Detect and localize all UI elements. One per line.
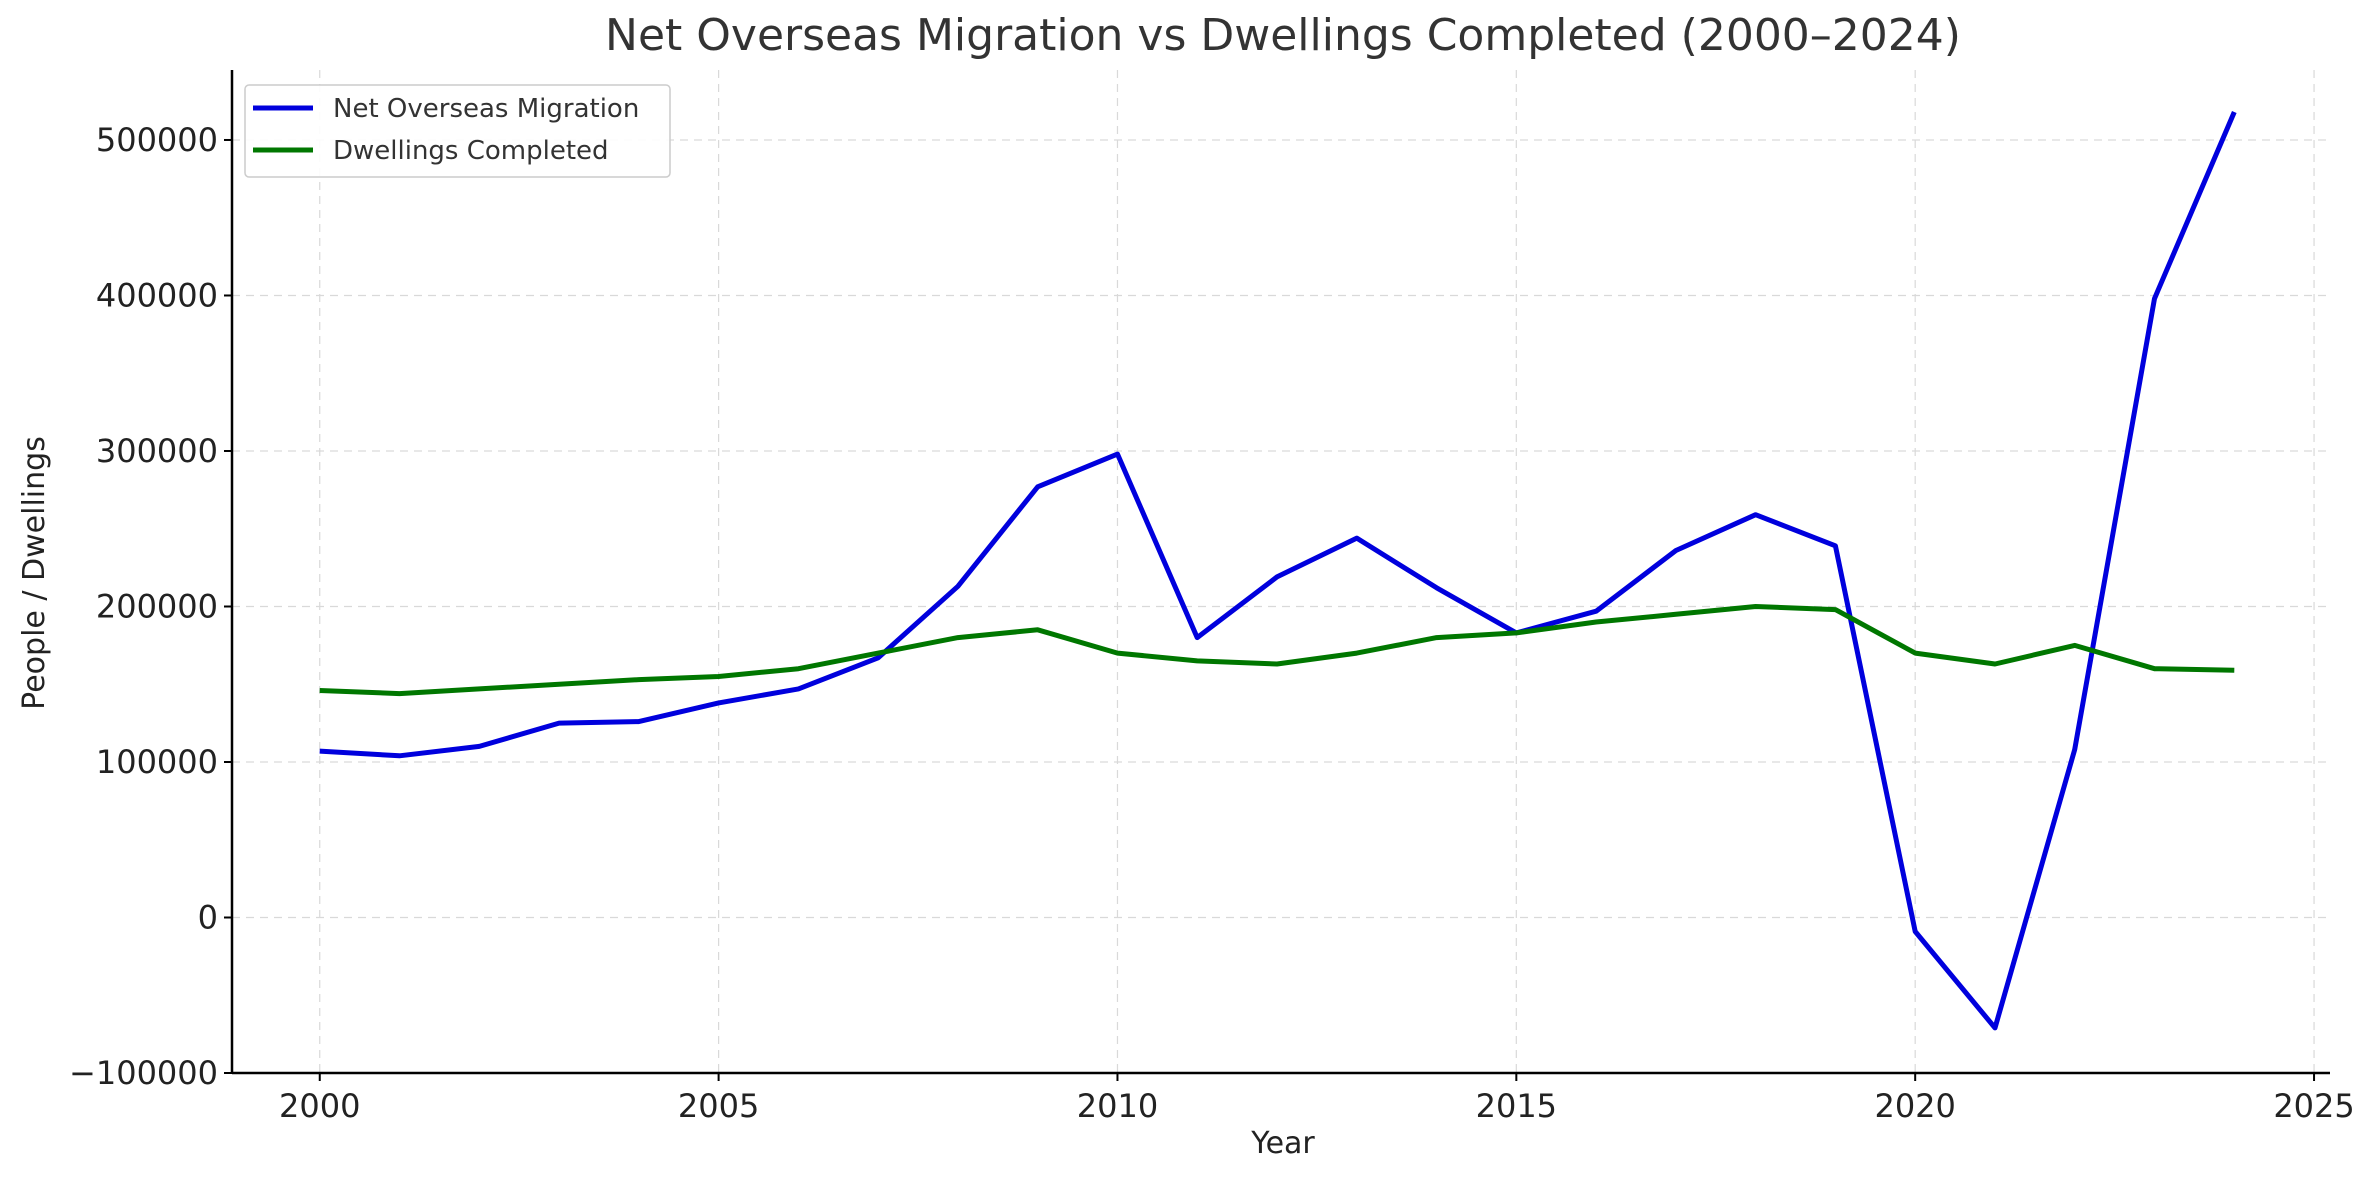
series-line-net-overseas-migration [319, 111, 2237, 1031]
x-tick-label-2010: 2010 [1077, 1087, 1158, 1125]
y-tick-label-1: 0 [198, 898, 218, 936]
y-tick-label-2: 100000 [96, 743, 218, 781]
legend-label-dwellings-completed: Dwellings Completed [333, 136, 609, 166]
legend: Net Overseas Migration Dwellings Complet… [244, 84, 671, 178]
legend-label-net-overseas-migration: Net Overseas Migration [333, 94, 639, 124]
tick-labels: 2000 2005 2010 2015 2020 2025 −100000 0 100000 20… [69, 121, 2355, 1125]
x-axis-label: Year [1250, 1126, 1315, 1161]
x-tick-label-2015: 2015 [1476, 1087, 1557, 1125]
x-tick-label-2005: 2005 [678, 1087, 759, 1125]
chart-title: Net Overseas Migration vs Dwellings Comp… [605, 10, 1961, 61]
x-tick-label-2025: 2025 [2273, 1087, 2354, 1125]
x-tick-label-2000: 2000 [279, 1087, 360, 1125]
y-axis-label: People / Dwellings [17, 436, 52, 710]
axes [230, 70, 2330, 1075]
legend-box [244, 84, 671, 178]
y-tick-label-5: 400000 [96, 276, 218, 314]
series-lines [319, 111, 2237, 1031]
series-line-dwellings-completed [319, 604, 2235, 697]
x-tick-label-2020: 2020 [1874, 1087, 1955, 1125]
grid [232, 70, 2330, 1074]
y-tick-label-6: 500000 [96, 121, 218, 159]
y-tick-label-0: −100000 [69, 1054, 218, 1092]
y-tick-label-3: 200000 [96, 587, 218, 625]
y-tick-label-4: 300000 [96, 432, 218, 470]
